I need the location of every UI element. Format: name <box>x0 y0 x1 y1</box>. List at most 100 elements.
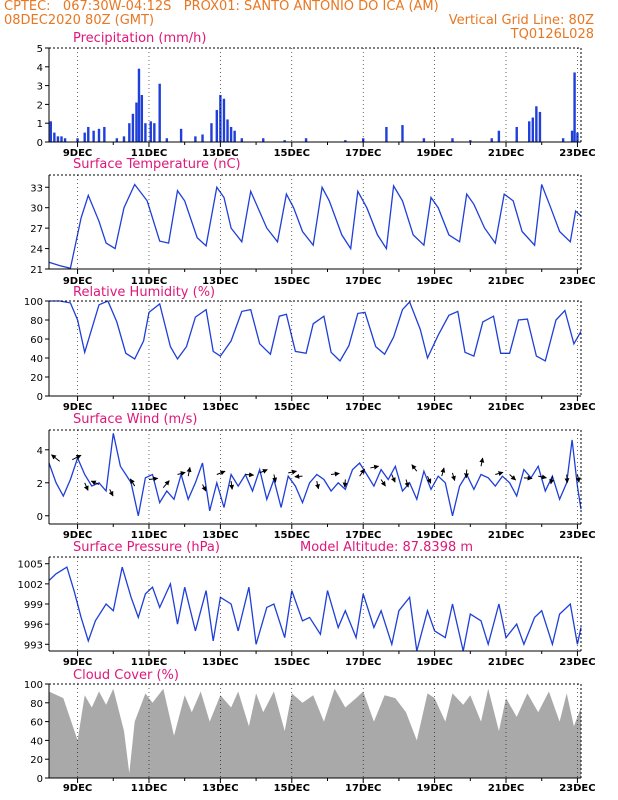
rh-line <box>49 300 582 362</box>
x-tick-label: 15DEC <box>274 276 310 287</box>
wind-arrow <box>495 471 504 476</box>
x-tick-label: 19DEC <box>416 530 452 541</box>
x-tick-label: 23DEC <box>559 402 595 413</box>
wind-arrow <box>463 469 469 479</box>
precip-bar <box>49 121 52 142</box>
y-tick-label: 999 <box>24 600 43 611</box>
rh-panel: Relative Humidity (%) 0 20 40 60 80 100 9DEC 11D… <box>24 285 596 413</box>
x-tick-label: 17DEC <box>345 783 381 794</box>
temp-line <box>48 183 582 270</box>
cloud-title: Cloud Cover (%) <box>73 668 179 683</box>
wind-arrow <box>370 464 380 470</box>
precip-bar <box>469 140 472 142</box>
x-tick-label: 9DEC <box>63 530 92 541</box>
wind-arrow <box>288 469 297 475</box>
x-tick-label: 15DEC <box>274 657 310 668</box>
wind-arrow <box>162 480 170 489</box>
precip-bar <box>63 138 67 142</box>
precip-bar <box>122 136 126 142</box>
wind-arrow <box>315 481 320 490</box>
x-tick-label: 21DEC <box>488 530 524 541</box>
wind-arrow <box>216 470 226 476</box>
pres-subtitle: Model Altitude: 87.8398 m <box>300 540 473 555</box>
y-tick-label: 1 <box>37 119 43 130</box>
precip-bar <box>233 130 236 142</box>
wind-arrow <box>272 474 278 483</box>
x-tick-label: 21DEC <box>488 783 524 794</box>
wind-arrow <box>71 454 82 461</box>
precip-bar <box>115 138 119 142</box>
y-tick-label: 0 <box>37 512 43 523</box>
precip-bar <box>304 138 308 142</box>
wind-arrow <box>129 478 136 487</box>
precip-bar <box>226 119 229 142</box>
y-tick-label: 60 <box>30 335 43 346</box>
wind-title: Surface Wind (m/s) <box>73 412 197 427</box>
precip-bar <box>490 138 493 142</box>
precip-bar <box>451 138 454 142</box>
precip-bar <box>497 130 501 142</box>
x-tick-label: 23DEC <box>559 276 595 287</box>
wind-arrow <box>538 474 547 480</box>
precip-bar <box>240 138 244 142</box>
wind-arrow <box>523 475 533 481</box>
x-tick-label: 9DEC <box>63 657 92 668</box>
model-id: TQ0126L028 <box>510 27 594 42</box>
precip-bar <box>53 132 56 142</box>
x-tick-label: 23DEC <box>559 530 595 541</box>
wind-arrow <box>201 484 207 492</box>
wind-arrow <box>359 468 365 477</box>
precip-bar <box>97 128 101 142</box>
pres-line <box>48 566 582 652</box>
station-info: CPTEC: 067:30W-04:12S PROX01: SANTO ANTO… <box>4 0 439 14</box>
wind-arrow <box>245 472 255 478</box>
temp-title: Surface Temperature (nC) <box>73 157 241 172</box>
wind-arrow <box>186 466 192 477</box>
x-tick-label: 15DEC <box>274 148 310 159</box>
y-tick-label: 5 <box>37 44 43 55</box>
x-tick-label: 23DEC <box>559 148 595 159</box>
x-tick-label: 23DEC <box>559 783 595 794</box>
wind-arrow <box>148 476 159 482</box>
x-tick-label: 13DEC <box>202 530 238 541</box>
precip-bar <box>576 132 579 142</box>
y-tick-label: 21 <box>30 265 43 276</box>
precip-bar <box>535 106 538 142</box>
wind-line <box>48 433 582 516</box>
wind-arrow <box>177 471 186 476</box>
precip-bar <box>401 125 404 142</box>
x-tick-label: 19DEC <box>416 783 452 794</box>
run-datetime: 08DEC2020 80Z (GMT) <box>4 13 155 28</box>
wind-arrow <box>229 481 235 490</box>
precip-bar <box>422 138 426 142</box>
y-tick-label: 4 <box>37 446 43 457</box>
y-tick-label: 996 <box>24 620 43 631</box>
y-tick-label: 100 <box>24 297 43 308</box>
wind-arrow <box>90 480 100 486</box>
wind-arrow <box>479 457 485 467</box>
y-tick-label: 20 <box>30 373 43 384</box>
y-tick-label: 40 <box>30 736 43 747</box>
x-tick-label: 17DEC <box>345 657 381 668</box>
y-tick-label: 1005 <box>18 560 43 571</box>
x-tick-label: 17DEC <box>345 530 381 541</box>
y-tick-label: 2 <box>37 479 43 490</box>
y-tick-label: 100 <box>24 680 43 691</box>
y-tick-label: 993 <box>24 640 43 651</box>
precip-bar <box>528 121 531 142</box>
wind-arrow <box>83 482 89 491</box>
x-tick-label: 21DEC <box>488 148 524 159</box>
x-tick-label: 15DEC <box>274 783 310 794</box>
wind-arrow <box>294 473 303 479</box>
wind-arrow <box>451 472 456 482</box>
precip-bar <box>158 83 161 142</box>
y-tick-label: 30 <box>30 204 43 215</box>
precip-bar <box>385 126 388 142</box>
wind-arrow <box>51 454 61 462</box>
x-tick-label: 21DEC <box>488 276 524 287</box>
precip-bar <box>128 123 131 142</box>
wind-arrow <box>390 474 396 483</box>
precip-bar <box>87 126 90 142</box>
precip-bar <box>60 136 63 142</box>
